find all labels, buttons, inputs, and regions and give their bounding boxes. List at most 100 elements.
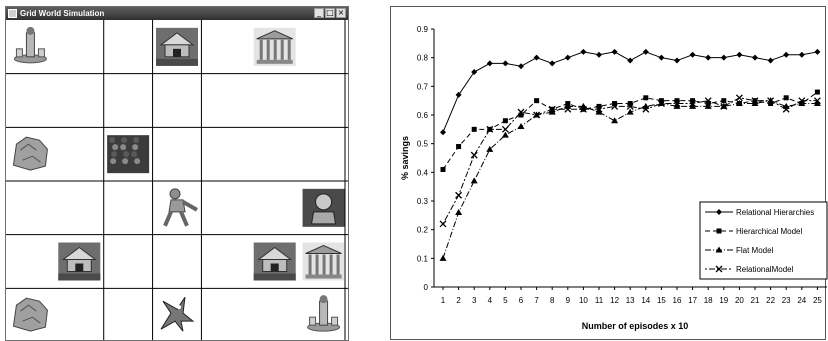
x-tick-label: 8: [550, 296, 555, 305]
data-point-diamond: [736, 51, 743, 58]
data-point-x: [704, 97, 712, 105]
x-tick-label: 22: [766, 296, 775, 305]
x-tick-label: 12: [610, 296, 619, 305]
x-axis-label: Number of episodes x 10: [582, 321, 689, 331]
stone-idol-icon: [302, 188, 345, 227]
data-point-square: [674, 98, 680, 104]
y-tick-label: 0.2: [417, 226, 429, 235]
data-point-square: [456, 144, 462, 150]
x-tick-label: 18: [704, 296, 713, 305]
agent-head: [169, 188, 181, 200]
data-point-x: [798, 97, 806, 105]
data-point-x: [439, 220, 447, 228]
data-point-diamond: [596, 51, 602, 58]
window-titlebar[interactable]: Grid World Simulation _ □ ×: [6, 7, 348, 20]
data-point-x: [715, 265, 723, 273]
rubble-piece: [131, 151, 138, 158]
maximize-button[interactable]: □: [325, 8, 335, 18]
data-point-x: [720, 102, 728, 110]
data-point-x: [455, 191, 463, 199]
rock-shape: [12, 297, 48, 332]
y-tick-label: 0.7: [417, 82, 429, 91]
temple-column: [287, 39, 291, 60]
data-point-x: [611, 102, 619, 110]
rock-cracks: [20, 143, 41, 163]
data-point-square: [783, 95, 789, 101]
data-point-diamond: [549, 60, 556, 67]
rubble-piece: [111, 151, 118, 158]
data-point-diamond: [767, 57, 774, 64]
data-point-square: [518, 112, 524, 118]
data-point-diamond: [564, 54, 571, 61]
rubble-piece: [132, 144, 139, 151]
y-tick-label: 0.5: [417, 140, 429, 149]
grid-world-window: Grid World Simulation _ □ ×: [5, 6, 349, 341]
fountain-figure: [309, 316, 317, 326]
rubble-piece: [110, 158, 117, 165]
data-point-diamond: [533, 54, 540, 61]
temple-column: [336, 254, 340, 275]
data-point-triangle: [611, 117, 619, 124]
series-relationalmodel: [439, 94, 821, 228]
legend-label: Flat Model: [736, 246, 774, 255]
data-point-square: [440, 166, 446, 172]
legend-label: RelationalModel: [736, 265, 794, 274]
data-point-triangle: [735, 100, 743, 107]
x-tick-label: 11: [595, 296, 604, 305]
rubble-piece: [134, 158, 141, 165]
data-point-x: [486, 125, 494, 133]
rubble-piece: [109, 137, 116, 144]
dragon-shape: [160, 296, 195, 332]
rubble-piece: [120, 144, 127, 151]
temple-pediment: [305, 244, 342, 254]
idol-body: [310, 211, 337, 225]
data-point-diamond: [658, 54, 665, 61]
chart-frame: [390, 6, 826, 340]
legend-label: Hierarchical Model: [736, 227, 802, 236]
data-point-square: [814, 89, 820, 95]
data-point-x: [595, 105, 603, 113]
x-tick-label: 16: [673, 296, 682, 305]
rubble-piece: [112, 144, 119, 151]
data-point-x: [564, 105, 572, 113]
data-point-triangle: [517, 122, 525, 129]
rock-shape: [12, 136, 48, 171]
data-point-triangle: [439, 254, 447, 261]
data-point-x: [767, 97, 775, 105]
temple-pediment: [256, 30, 293, 40]
x-tick-label: 4: [488, 296, 493, 305]
temple-door: [270, 263, 279, 272]
data-point-x: [626, 102, 634, 110]
data-point-diamond: [798, 51, 805, 58]
ruined-temple-icon: [253, 242, 296, 281]
series-line: [442, 51, 818, 133]
data-point-triangle: [486, 145, 494, 152]
temple-ground: [253, 273, 296, 281]
x-tick-label: 21: [751, 296, 760, 305]
temple-column: [308, 254, 312, 275]
data-point-diamond: [642, 48, 649, 55]
data-point-diamond: [705, 54, 712, 61]
temple-step: [256, 59, 293, 64]
y-tick-label: 0.8: [417, 54, 429, 63]
close-button[interactable]: ×: [336, 8, 346, 18]
rock-boulder-icon: [12, 136, 48, 171]
data-point-x: [470, 151, 478, 159]
data-point-square: [716, 228, 722, 234]
x-tick-label: 1: [441, 296, 446, 305]
grid-canvas: [6, 20, 348, 340]
data-point-diamond: [580, 48, 587, 55]
fountain-head: [319, 295, 328, 304]
fountain-figure: [15, 48, 23, 58]
rubble-piece: [123, 151, 130, 158]
fountain-head: [26, 26, 35, 35]
minimize-button[interactable]: _: [314, 8, 324, 18]
data-point-triangle: [704, 102, 712, 109]
data-point-diamond: [720, 54, 727, 61]
greek-temple-icon: [253, 27, 296, 66]
rubble-piece: [121, 137, 128, 144]
temple-column: [315, 254, 319, 275]
y-tick-label: 0.1: [417, 254, 429, 263]
data-point-x: [782, 105, 790, 113]
